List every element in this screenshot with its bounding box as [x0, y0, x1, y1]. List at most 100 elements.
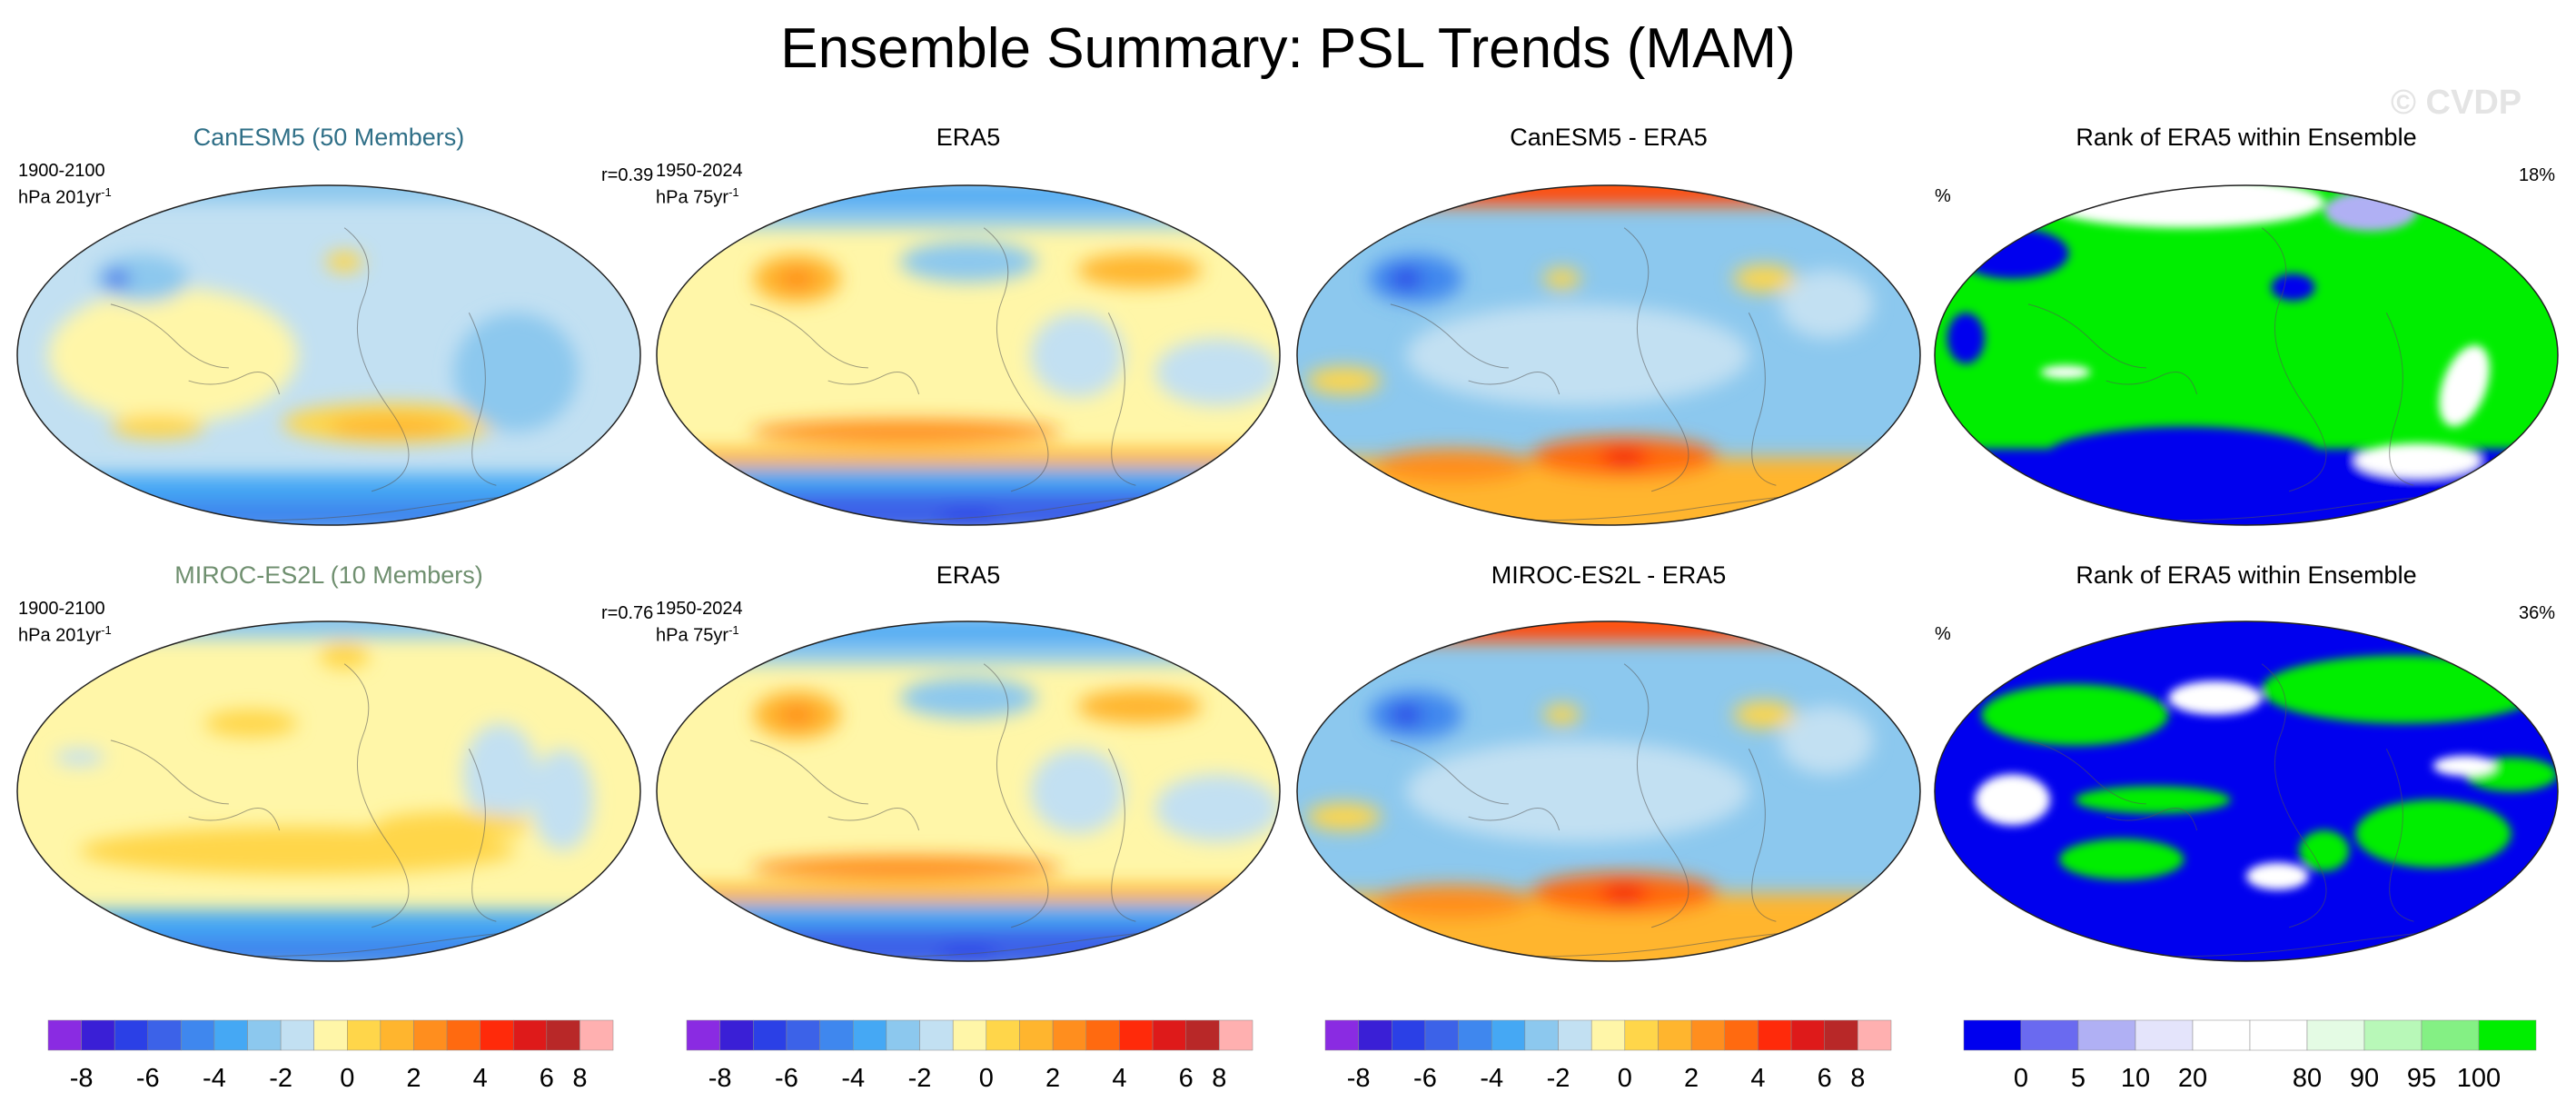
colorbar-swatch — [1590, 1019, 1626, 1051]
pattern-correlation-trend-1-1: r=0.39 — [601, 165, 654, 185]
colorbar-swatch — [213, 1019, 248, 1051]
colorbar-swatch — [1690, 1019, 1726, 1051]
pattern-correlation-trend-2-1: r=0.76 — [601, 603, 654, 623]
colorbar-swatch — [1558, 1019, 1592, 1051]
units-label: % — [1935, 623, 1951, 645]
colorbar-tick-label: -6 — [136, 1064, 160, 1093]
rank-colorbar: 0 5 10 20 80 90 95 100 — [1963, 1019, 2537, 1093]
colorbar-swatch — [919, 1019, 954, 1051]
units-text: % — [1935, 186, 1951, 206]
panel-title-diff-1-3: CanESM5 - ERA5 — [1510, 124, 1708, 151]
colorbar-tick-label: 0 — [340, 1064, 354, 1093]
colorbar-tick-label: 2 — [1045, 1064, 1060, 1093]
panel-title-trend-2-1: MIROC-ES2L (10 Members) — [174, 561, 483, 589]
units-text: hPa 201yr — [18, 187, 102, 208]
colorbar-swatch — [1724, 1019, 1759, 1051]
colorbar-swatch — [512, 1019, 548, 1051]
colorbar-swatch — [1085, 1019, 1120, 1051]
colorbar-tick-label: -4 — [841, 1064, 865, 1093]
colorbar-tick-label: 0 — [1618, 1064, 1632, 1093]
colorbar-swatch — [181, 1019, 215, 1051]
colorbar-tick-label: 6 — [540, 1064, 554, 1093]
colorbar-tick-label: 5 — [2071, 1064, 2086, 1093]
colorbar-swatch — [1963, 1019, 2022, 1051]
colorbar-tick-label: 8 — [1850, 1064, 1865, 1093]
map-trend-1-2 — [656, 184, 1281, 526]
colorbar-tick-label: 4 — [473, 1064, 488, 1093]
colorbar-tick-label: -8 — [1347, 1064, 1371, 1093]
colorbar-swatch — [886, 1019, 920, 1051]
units-label: hPa 201yr-1 — [18, 620, 112, 647]
period-label: 1950-2024 — [656, 161, 743, 181]
colorbar-swatch — [81, 1019, 115, 1051]
colorbar-swatch — [313, 1019, 348, 1051]
colorbar-swatch — [686, 1019, 720, 1051]
colorbar-swatch — [1658, 1019, 1692, 1051]
colorbar-swatch — [1624, 1019, 1659, 1051]
map-trend-2-2 — [656, 620, 1281, 962]
colorbar-swatch — [1758, 1019, 1792, 1051]
trend-colorbar-2: -8 -6 -4 -2 0 2 4 6 8 — [686, 1019, 1253, 1093]
period-label: 1900-2100 — [18, 599, 105, 619]
colorbar-tick-label: 6 — [1818, 1064, 1832, 1093]
panel-title-trend-1-1: CanESM5 (50 Members) — [193, 124, 465, 151]
period-label: 1950-2024 — [656, 599, 743, 619]
colorbar-tick-label: -6 — [775, 1064, 798, 1093]
colorbar-swatch — [1358, 1019, 1392, 1051]
colorbar-swatch — [347, 1019, 381, 1051]
colorbar-swatch — [2192, 1019, 2251, 1051]
period-label: 1900-2100 — [18, 161, 105, 181]
colorbar-swatch — [1324, 1019, 1359, 1051]
colorbar-swatch — [446, 1019, 481, 1051]
colorbar-swatch — [380, 1019, 414, 1051]
units-label: hPa 201yr-1 — [18, 182, 112, 209]
map-rank-1-4 — [1934, 184, 2559, 526]
colorbar-tick-label: 6 — [1179, 1064, 1194, 1093]
colorbar-swatch — [47, 1019, 82, 1051]
colorbar-swatch — [1858, 1019, 1892, 1051]
colorbar-tick-label: -2 — [908, 1064, 932, 1093]
units-text: hPa 75yr — [656, 187, 729, 208]
colorbar-tick-label: -8 — [70, 1064, 94, 1093]
colorbar-swatch — [546, 1019, 580, 1051]
colorbar-swatch — [2135, 1019, 2194, 1051]
colorbar-swatch — [2363, 1019, 2422, 1051]
map-diff-1-3 — [1296, 184, 1921, 526]
colorbar-swatch — [2020, 1019, 2079, 1051]
colorbar-swatch — [1424, 1019, 1459, 1051]
map-trend-1-1 — [16, 184, 641, 526]
colorbar-swatch — [1458, 1019, 1492, 1051]
panel-title-trend-1-2: ERA5 — [936, 124, 1001, 151]
diff-colorbar: -8 -6 -4 -2 0 2 4 6 8 — [1324, 1019, 1892, 1093]
colorbar-swatch — [280, 1019, 314, 1051]
colorbar-tick-label: -4 — [1480, 1064, 1503, 1093]
colorbar-swatch — [413, 1019, 448, 1051]
cvdp-watermark: © CVDP — [2391, 84, 2522, 122]
colorbar-tick-label: 20 — [2178, 1064, 2207, 1093]
panel-info-trend-1-1: 1900-2100 hPa 201yr-1 — [18, 160, 112, 209]
units-label: % — [1935, 185, 1951, 207]
units-exponent: -1 — [728, 623, 739, 637]
colorbar-swatch — [952, 1019, 987, 1051]
panel-info-trend-2-1: 1900-2100 hPa 201yr-1 — [18, 598, 112, 647]
panel-title-trend-2-2: ERA5 — [936, 561, 1001, 589]
colorbar-swatch — [480, 1019, 514, 1051]
colorbar-tick-label: 95 — [2407, 1064, 2436, 1093]
units-label: hPa 75yr-1 — [656, 182, 743, 209]
colorbar-tick-label: -8 — [708, 1064, 732, 1093]
units-exponent: -1 — [101, 185, 112, 199]
colorbar-swatch — [1491, 1019, 1526, 1051]
map-trend-2-1 — [16, 620, 641, 962]
colorbar-tick-label: 0 — [2014, 1064, 2028, 1093]
colorbar-swatch — [2478, 1019, 2537, 1051]
colorbar-tick-label: -2 — [1547, 1064, 1570, 1093]
units-text: hPa 201yr — [18, 625, 102, 646]
colorbar-tick-label: 8 — [1212, 1064, 1226, 1093]
colorbar-swatch — [1219, 1019, 1253, 1051]
colorbar-tick-label: 2 — [406, 1064, 421, 1093]
colorbar-tick-label: 80 — [2293, 1064, 2322, 1093]
colorbar-swatch — [247, 1019, 282, 1051]
colorbar-swatch — [819, 1019, 854, 1051]
panel-info-trend-2-2: 1950-2024 hPa 75yr-1 — [656, 598, 743, 647]
colorbar-swatch — [2249, 1019, 2308, 1051]
